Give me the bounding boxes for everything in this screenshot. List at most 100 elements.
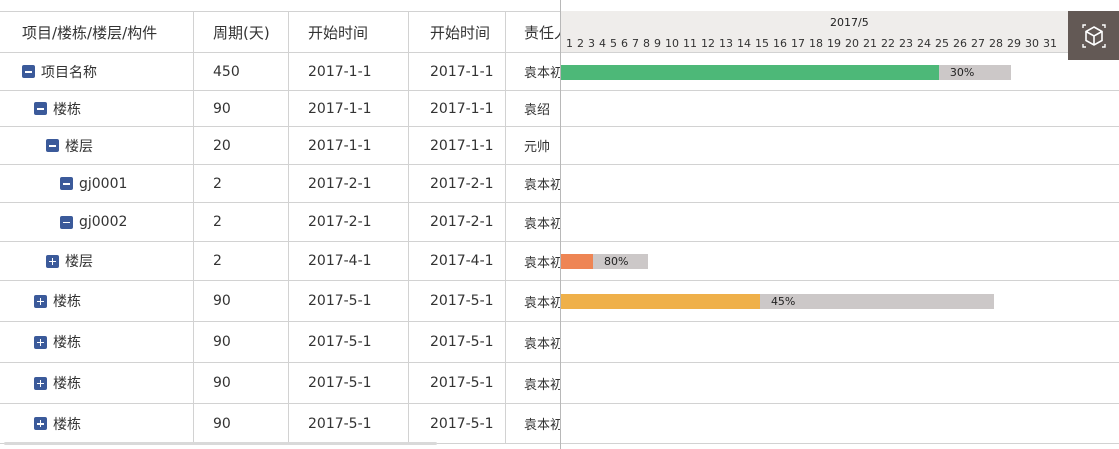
gantt-day-label: 23 — [899, 37, 913, 50]
duration-cell: 90 — [194, 281, 289, 321]
table-row[interactable]: 楼层 2 2017-4-1 2017-4-1 袁本初 — [0, 242, 561, 281]
cube-view-button[interactable] — [1068, 11, 1119, 60]
table-row[interactable]: 楼层 20 2017-1-1 2017-1-1 元帅 — [0, 127, 560, 165]
task-name: gj0001 — [79, 175, 128, 192]
task-name: 楼栋 — [53, 376, 81, 392]
owner-cell: 元帅 — [524, 140, 551, 155]
gantt-day-label: 22 — [881, 37, 895, 50]
table-row[interactable]: 项目名称 450 2017-1-1 2017-1-1 袁本初 — [0, 53, 561, 91]
task-name-cell: 楼栋 — [0, 281, 194, 321]
expand-icon[interactable] — [34, 376, 47, 390]
gantt-day-label: 28 — [989, 37, 1003, 50]
task-name-cell: 楼栋 — [0, 322, 194, 362]
start-date-2-cell: 2017-4-1 — [409, 242, 506, 280]
start-date-cell: 2017-1-1 — [289, 53, 409, 90]
collapse-icon[interactable] — [22, 65, 35, 78]
gantt-bar-progress — [561, 65, 939, 80]
gantt-day-label: 15 — [755, 37, 769, 50]
start-date-2-cell: 2017-5-1 — [409, 322, 506, 362]
gantt-bar-progress — [561, 294, 760, 309]
start-date-cell: 2017-5-1 — [289, 281, 409, 321]
gantt-day-label: 21 — [863, 37, 877, 50]
task-name-cell: 楼栋 — [0, 363, 194, 403]
expand-icon[interactable] — [34, 335, 47, 349]
gantt-day-label: 17 — [791, 37, 805, 50]
gantt-row — [561, 322, 1119, 363]
start-date-cell: 2017-5-1 — [289, 404, 409, 443]
gantt-row: 30% — [561, 53, 1119, 91]
task-name-cell: 楼栋 — [0, 404, 194, 443]
start-date-2-cell: 2017-5-1 — [409, 363, 506, 403]
gantt-bar-progress — [561, 254, 593, 269]
gantt-day-label: 25 — [935, 37, 949, 50]
gantt-bar-label: 30% — [949, 66, 975, 79]
expand-icon[interactable] — [34, 294, 47, 308]
grid-header: 项目/楼栋/楼层/构件 周期(天) 开始时间 开始时间 责任人 — [0, 11, 560, 53]
gantt-bar[interactable]: 80% — [561, 254, 648, 269]
column-header-name[interactable]: 项目/楼栋/楼层/构件 — [0, 12, 194, 52]
collapse-icon[interactable] — [34, 102, 47, 115]
start-date-cell: 2017-5-1 — [289, 322, 409, 362]
table-row[interactable]: 楼栋 90 2017-1-1 2017-1-1 袁绍 — [0, 91, 560, 127]
owner-cell: 袁本初 — [524, 178, 561, 193]
gantt-bar[interactable]: 30% — [561, 65, 1011, 80]
table-row[interactable]: gj0002 2 2017-2-1 2017-2-1 袁本初 — [0, 203, 561, 242]
task-name-cell: 楼层 — [0, 242, 194, 280]
expand-icon[interactable] — [46, 254, 59, 268]
gantt-bar-label: 80% — [604, 255, 629, 268]
gantt-day-label: 24 — [917, 37, 931, 50]
cube-icon — [1081, 23, 1106, 48]
task-name-cell: 项目名称 — [0, 53, 194, 90]
gantt-bar-label: 45% — [770, 295, 796, 308]
task-name-cell: gj0002 — [0, 203, 194, 241]
gantt-month-label: 2017/5 — [830, 16, 869, 29]
duration-cell: 90 — [194, 91, 289, 126]
start-date-2-cell: 2017-1-1 — [409, 53, 506, 90]
start-date-2-cell: 2017-2-1 — [409, 165, 506, 202]
gantt-day-label: 9 — [654, 37, 661, 50]
gantt-timescale: 2017/5 1 2 3 4 5 6 7 8 9 10 11 12 13 14 15 16 17 18 19 20 21… — [561, 11, 1119, 53]
start-date-2-cell: 2017-1-1 — [409, 91, 506, 126]
owner-cell: 袁本初 — [524, 377, 561, 393]
column-header-start-2[interactable]: 开始时间 — [409, 12, 506, 52]
owner-cell: 袁绍 — [524, 103, 551, 118]
gantt-bar[interactable]: 45% — [561, 294, 994, 309]
column-header-owner[interactable]: 责任人 — [524, 23, 560, 42]
start-date-cell: 2017-1-1 — [289, 127, 409, 164]
gantt-day-label: 27 — [971, 37, 985, 50]
owner-cell: 袁本初 — [524, 255, 561, 271]
gantt-day-label: 18 — [809, 37, 823, 50]
start-date-cell: 2017-2-1 — [289, 203, 409, 241]
duration-cell: 20 — [194, 127, 289, 164]
collapse-icon[interactable] — [60, 177, 73, 190]
task-name: 楼栋 — [53, 101, 81, 118]
gantt-day-label: 3 — [588, 37, 595, 50]
gantt-day-label: 2 — [577, 37, 584, 50]
duration-cell: 90 — [194, 363, 289, 403]
collapse-icon[interactable] — [60, 215, 73, 229]
gantt-day-label: 13 — [719, 37, 733, 50]
owner-cell: 袁本初 — [524, 216, 561, 232]
gantt-row — [561, 165, 1119, 203]
owner-cell: 袁本初 — [524, 66, 561, 81]
start-date-cell: 2017-2-1 — [289, 165, 409, 202]
table-row[interactable]: 楼栋 90 2017-5-1 2017-5-1 袁本初 — [0, 322, 560, 363]
duration-cell: 2 — [194, 203, 289, 241]
gantt-day-label: 10 — [665, 37, 679, 50]
table-row[interactable]: 楼栋 90 2017-5-1 2017-5-1 袁本初 — [0, 363, 561, 404]
table-row[interactable]: 楼栋 90 2017-5-1 2017-5-1 袁本初 — [0, 404, 560, 444]
start-date-cell: 2017-1-1 — [289, 91, 409, 126]
duration-cell: 2 — [194, 165, 289, 202]
column-header-start[interactable]: 开始时间 — [289, 12, 409, 52]
table-row[interactable]: gj0001 2 2017-2-1 2017-2-1 袁本初 — [0, 165, 561, 203]
gantt-day-label: 30 — [1025, 37, 1039, 50]
expand-icon[interactable] — [34, 417, 47, 430]
task-name: 项目名称 — [41, 64, 97, 81]
gantt-day-label: 4 — [599, 37, 606, 50]
collapse-icon[interactable] — [46, 139, 59, 152]
column-header-duration[interactable]: 周期(天) — [194, 12, 289, 52]
table-row[interactable]: 楼栋 90 2017-5-1 2017-5-1 袁本初 — [0, 281, 560, 322]
horizontal-scrollbar[interactable] — [4, 442, 437, 445]
duration-cell: 90 — [194, 404, 289, 443]
duration-cell: 2 — [194, 242, 289, 280]
